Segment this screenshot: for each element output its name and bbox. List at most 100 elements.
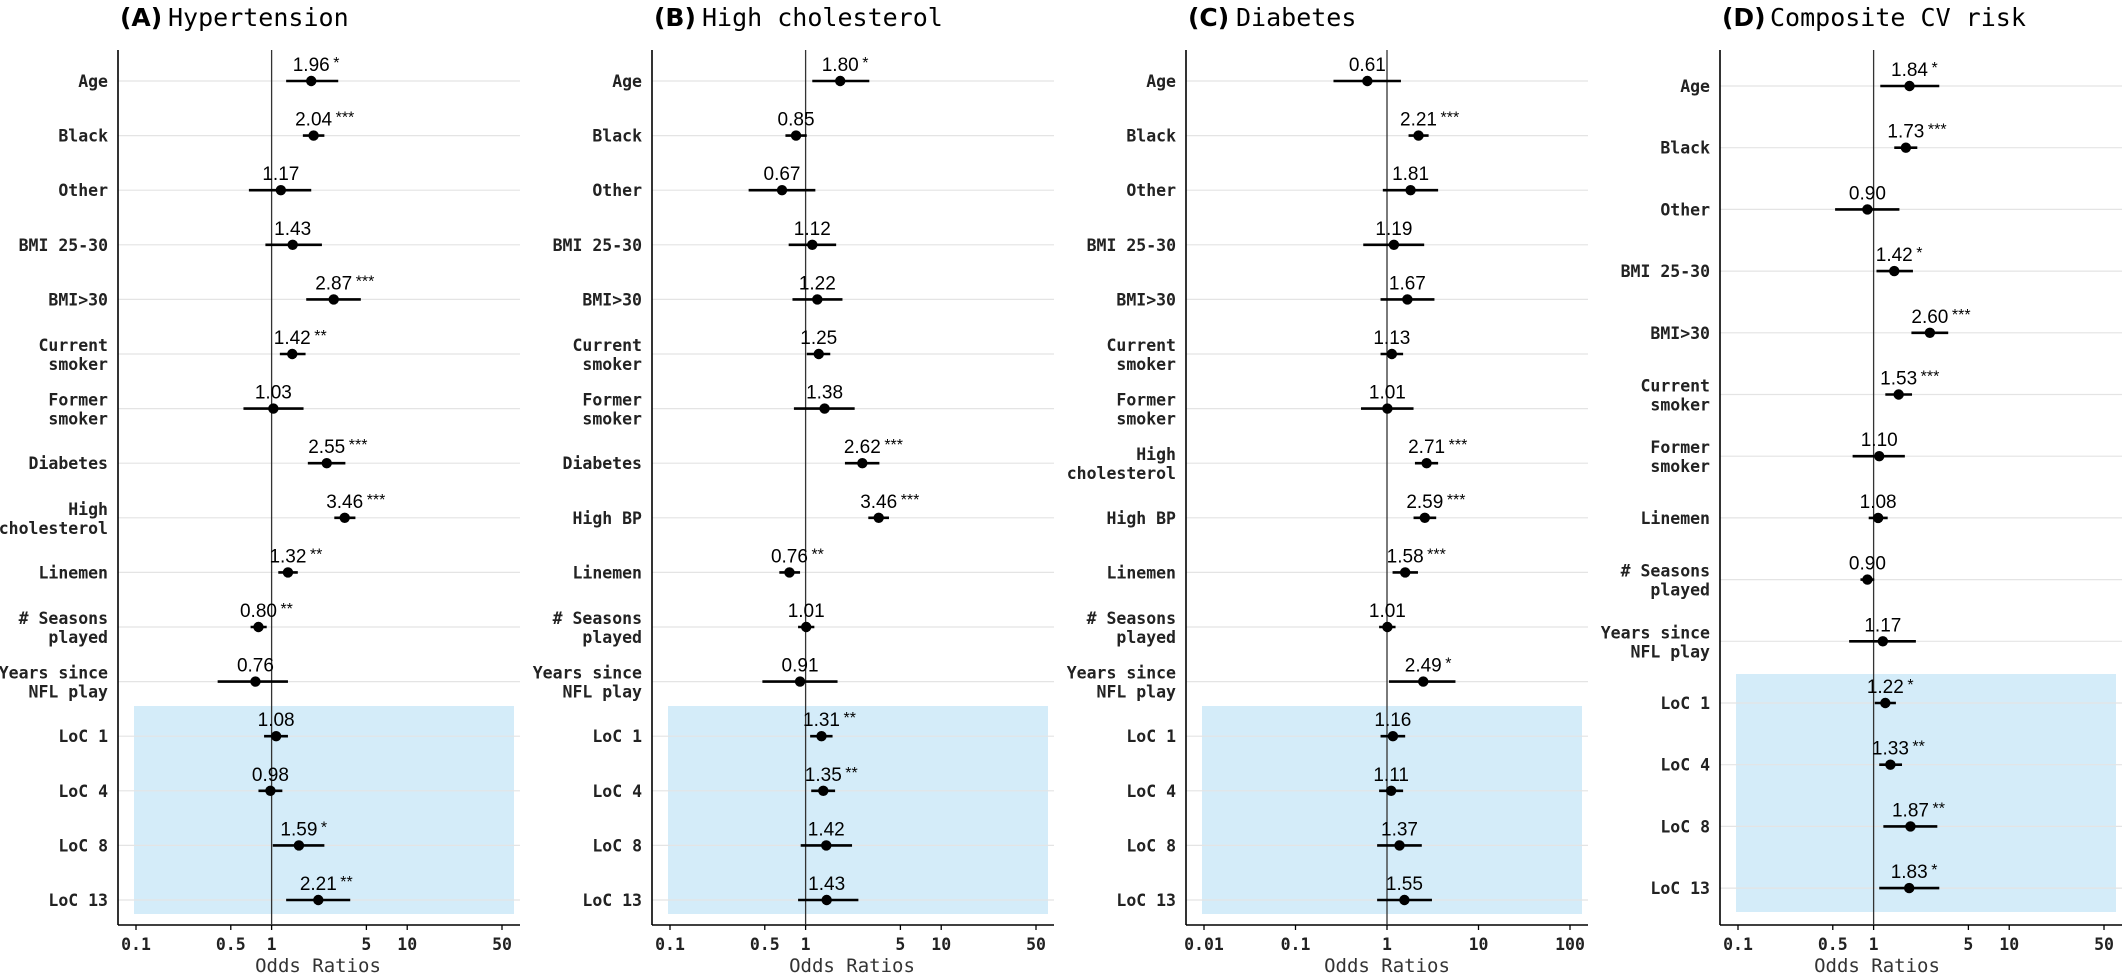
significance-marker: *** bbox=[1449, 437, 1468, 454]
row-label: Linemen bbox=[38, 563, 108, 582]
row-label: Years since bbox=[0, 664, 108, 683]
row-label: BMI>30 bbox=[1116, 290, 1176, 309]
row-label: High bbox=[68, 500, 108, 519]
row-label: LoC 8 bbox=[1126, 836, 1176, 855]
or-value-label: 0.67 bbox=[764, 164, 801, 185]
x-tick-label: 1 bbox=[1382, 935, 1392, 954]
row-label: Former bbox=[1650, 438, 1710, 457]
or-point bbox=[1418, 676, 1429, 687]
row-label: Current bbox=[1106, 336, 1176, 355]
row-label: cholesterol bbox=[1067, 464, 1176, 483]
or-value-label: 2.60 bbox=[1911, 307, 1948, 328]
or-point bbox=[1394, 840, 1405, 851]
or-point bbox=[1386, 348, 1398, 360]
or-point bbox=[800, 621, 812, 633]
or-point bbox=[1872, 512, 1884, 524]
or-point bbox=[1889, 265, 1900, 277]
or-point bbox=[1388, 239, 1400, 250]
or-value-label: 1.08 bbox=[1860, 492, 1897, 513]
row-label: Black bbox=[592, 127, 642, 146]
x-tick-label: 100 bbox=[1555, 935, 1585, 954]
row-label: smoker bbox=[1116, 355, 1176, 374]
or-point bbox=[816, 731, 827, 742]
or-value-label: 1.43 bbox=[274, 219, 311, 240]
row-label: Years since bbox=[533, 664, 642, 683]
or-value-label: 1.32 bbox=[269, 546, 306, 567]
or-value-label: 1.11 bbox=[1373, 765, 1409, 786]
or-value-label: 2.59 bbox=[1406, 492, 1443, 513]
row-label: LoC 1 bbox=[1660, 694, 1710, 713]
significance-marker: *** bbox=[349, 437, 368, 454]
or-value-label: 2.04 bbox=[295, 110, 332, 131]
row-label: BMI>30 bbox=[48, 290, 108, 309]
or-point bbox=[794, 676, 806, 687]
x-tick-label: 1 bbox=[267, 935, 277, 954]
or-point bbox=[321, 458, 332, 469]
or-point bbox=[282, 567, 294, 578]
or-value-label: 1.87 bbox=[1892, 800, 1929, 821]
or-value-label: 1.43 bbox=[808, 874, 845, 895]
or-point bbox=[1362, 75, 1373, 87]
or-value-label: 1.10 bbox=[1861, 430, 1898, 451]
or-value-label: 1.81 bbox=[1392, 164, 1429, 185]
or-point bbox=[1413, 130, 1424, 141]
x-tick-label: 0.5 bbox=[1818, 935, 1848, 954]
or-value-label: 1.58 bbox=[1387, 546, 1424, 567]
row-label: LoC 1 bbox=[58, 727, 108, 746]
or-point bbox=[1905, 821, 1916, 832]
or-point bbox=[1893, 389, 1904, 400]
or-value-label: 0.61 bbox=[1349, 55, 1386, 76]
row-label: Age bbox=[612, 72, 642, 91]
or-value-label: 1.03 bbox=[255, 383, 292, 404]
row-label: LoC 1 bbox=[1126, 727, 1176, 746]
row-label: Current bbox=[38, 336, 108, 355]
row-label: # Seasons bbox=[1087, 609, 1176, 628]
significance-marker: *** bbox=[1928, 122, 1947, 139]
row-label: Former bbox=[48, 391, 108, 410]
panel-tag: (C) bbox=[1188, 3, 1229, 32]
or-point bbox=[807, 239, 818, 250]
or-point bbox=[821, 894, 832, 906]
x-tick-label: 0.5 bbox=[750, 935, 780, 954]
x-tick-label: 50 bbox=[1026, 935, 1046, 954]
row-label: NFL play bbox=[29, 683, 109, 702]
row-label: played bbox=[48, 628, 108, 647]
row-label: LoC 13 bbox=[582, 891, 642, 910]
or-value-label: 3.46 bbox=[860, 492, 897, 513]
or-value-label: 1.35 bbox=[805, 765, 842, 786]
or-value-label: 0.91 bbox=[782, 656, 819, 677]
or-value-label: 1.17 bbox=[1864, 615, 1901, 636]
or-point bbox=[287, 239, 298, 250]
or-value-label: 1.01 bbox=[1369, 601, 1406, 622]
or-value-label: 1.22 bbox=[1867, 677, 1904, 698]
row-label: Other bbox=[1660, 200, 1710, 219]
x-tick-label: 0.1 bbox=[1281, 935, 1311, 954]
significance-marker: *** bbox=[1921, 369, 1940, 386]
row-label: NFL play bbox=[563, 683, 643, 702]
panel-title: Diabetes bbox=[1236, 3, 1356, 32]
or-value-label: 1.84 bbox=[1891, 60, 1928, 81]
row-label: LoC 8 bbox=[58, 836, 108, 855]
or-point bbox=[1903, 882, 1915, 894]
or-value-label: 2.49 bbox=[1405, 656, 1442, 677]
or-point bbox=[268, 403, 279, 414]
significance-marker: ** bbox=[280, 601, 292, 618]
x-tick-label: 50 bbox=[492, 935, 512, 954]
x-tick-label: 10 bbox=[1999, 935, 2019, 954]
row-label: smoker bbox=[48, 410, 108, 429]
panel-tag: (D) bbox=[1722, 3, 1766, 32]
row-label: Diabetes bbox=[563, 454, 642, 473]
row-label: smoker bbox=[582, 355, 642, 374]
significance-marker: *** bbox=[884, 437, 903, 454]
or-point bbox=[1385, 785, 1397, 796]
or-point bbox=[339, 512, 350, 523]
significance-marker: *** bbox=[367, 492, 386, 509]
x-tick-label: 0.1 bbox=[1723, 935, 1753, 954]
row-label: LoC 4 bbox=[58, 782, 108, 801]
or-point bbox=[873, 512, 884, 523]
or-value-label: 2.87 bbox=[315, 273, 352, 294]
or-value-label: 1.53 bbox=[1880, 369, 1917, 390]
row-label: LoC 13 bbox=[1116, 891, 1176, 910]
or-point bbox=[1880, 697, 1891, 709]
row-label: # Seasons bbox=[1621, 562, 1710, 581]
